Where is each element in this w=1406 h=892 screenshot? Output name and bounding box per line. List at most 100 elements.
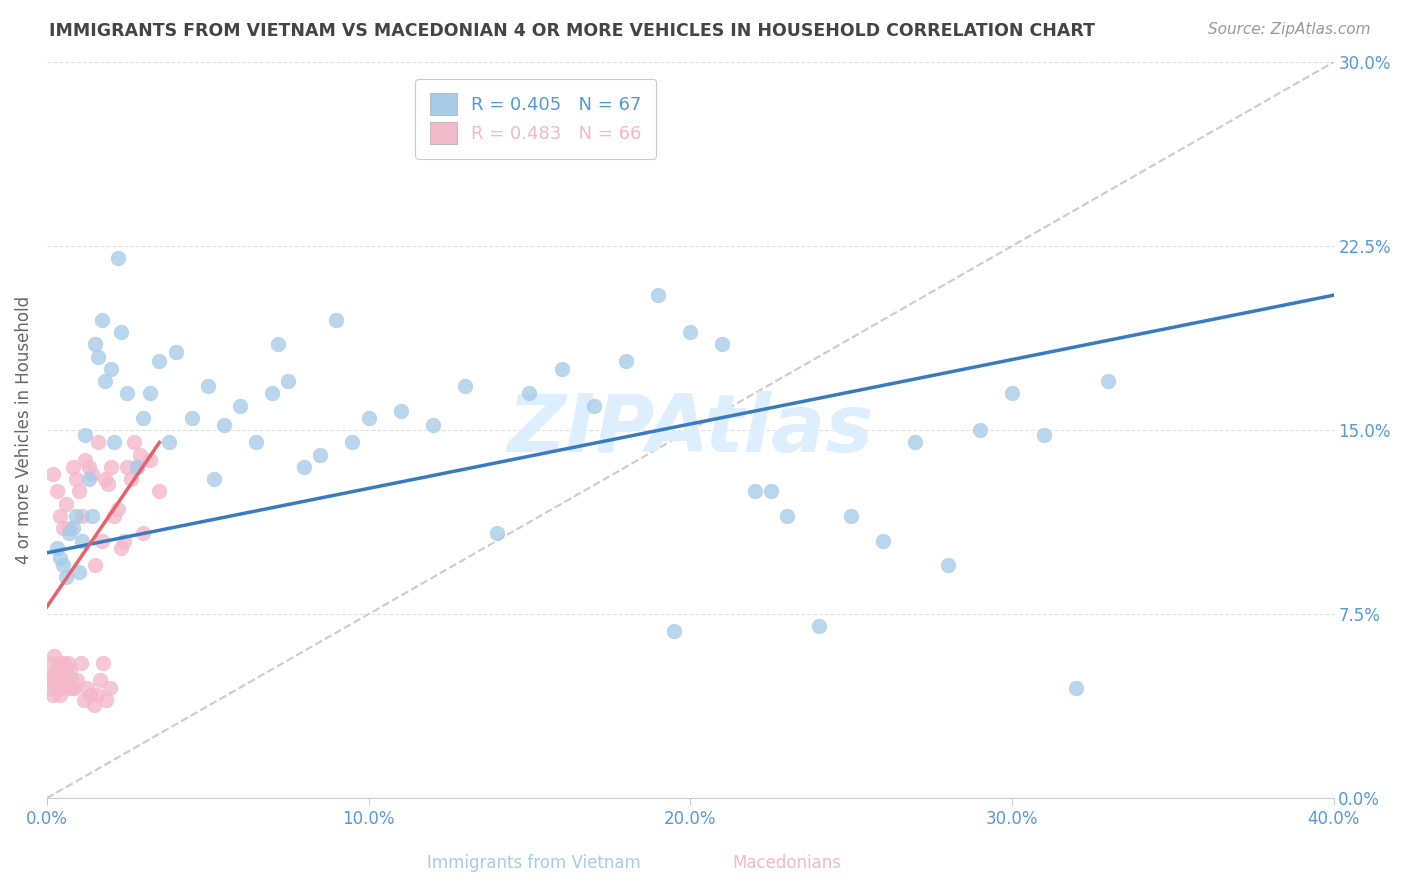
Point: [45, 484, 67, 499]
Point: [49, 550, 72, 565]
Point: [51, 681, 73, 695]
Point: [132, 526, 155, 541]
Point: [103, 435, 125, 450]
Point: [44, 668, 66, 682]
Point: [94, 472, 117, 486]
Point: [132, 410, 155, 425]
Point: [148, 354, 170, 368]
Point: [46, 664, 69, 678]
Point: [94, 374, 117, 388]
Point: [872, 533, 894, 548]
Point: [79, 688, 101, 702]
Point: [45, 541, 67, 555]
Point: [42, 467, 65, 482]
Point: [77, 472, 100, 486]
Point: [267, 337, 290, 351]
Point: [148, 484, 170, 499]
Point: [55, 570, 77, 584]
Point: [90, 533, 112, 548]
Point: [67, 484, 90, 499]
Point: [550, 361, 572, 376]
Point: [904, 435, 927, 450]
Point: [69, 657, 91, 671]
Point: [110, 541, 132, 555]
Point: [117, 459, 139, 474]
Point: [139, 386, 162, 401]
Point: [72, 508, 94, 523]
Legend: R = 0.405   N = 67, R = 0.483   N = 66: R = 0.405 N = 67, R = 0.483 N = 66: [415, 78, 657, 159]
Point: [65, 508, 87, 523]
Point: [55, 497, 77, 511]
Point: [58, 521, 80, 535]
Point: [1097, 374, 1119, 388]
Point: [98, 681, 121, 695]
Point: [662, 624, 685, 639]
Point: [87, 435, 110, 450]
Text: Source: ZipAtlas.com: Source: ZipAtlas.com: [1208, 22, 1371, 37]
Point: [614, 354, 637, 368]
Point: [125, 459, 148, 474]
Point: [77, 459, 100, 474]
Point: [165, 344, 187, 359]
Point: [117, 386, 139, 401]
Point: [180, 410, 202, 425]
Point: [519, 386, 541, 401]
Point: [112, 533, 135, 548]
Point: [97, 477, 120, 491]
Point: [89, 673, 111, 688]
Point: [91, 657, 114, 671]
Point: [309, 448, 332, 462]
Point: [245, 435, 267, 450]
Point: [67, 566, 90, 580]
Point: [212, 418, 235, 433]
Point: [80, 508, 103, 523]
Point: [56, 668, 79, 682]
Point: [45, 681, 67, 695]
Point: [60, 681, 83, 695]
Point: [454, 379, 477, 393]
Point: [122, 435, 145, 450]
Point: [202, 472, 225, 486]
Point: [277, 374, 299, 388]
Point: [39, 668, 62, 682]
Point: [157, 435, 180, 450]
Point: [139, 452, 162, 467]
Point: [197, 379, 219, 393]
Point: [1001, 386, 1024, 401]
Point: [63, 681, 86, 695]
Point: [679, 325, 702, 339]
Text: IMMIGRANTS FROM VIETNAM VS MACEDONIAN 4 OR MORE VEHICLES IN HOUSEHOLD CORRELATIO: IMMIGRANTS FROM VIETNAM VS MACEDONIAN 4 …: [49, 22, 1095, 40]
Point: [39, 673, 62, 688]
Text: Immigrants from Vietnam: Immigrants from Vietnam: [427, 855, 641, 872]
Point: [357, 410, 380, 425]
Point: [58, 681, 80, 695]
Point: [51, 668, 73, 682]
Point: [125, 459, 148, 474]
Point: [100, 459, 122, 474]
Point: [120, 472, 142, 486]
Point: [65, 472, 87, 486]
Point: [129, 448, 152, 462]
Point: [72, 533, 94, 548]
Point: [75, 428, 97, 442]
Point: [56, 657, 79, 671]
Point: [84, 337, 107, 351]
Point: [260, 386, 283, 401]
Point: [52, 521, 75, 535]
Point: [744, 484, 766, 499]
Point: [292, 459, 315, 474]
Point: [38, 681, 60, 695]
Point: [55, 673, 77, 688]
Point: [342, 435, 364, 450]
Point: [107, 252, 129, 266]
Point: [62, 459, 84, 474]
Point: [100, 361, 122, 376]
Point: [83, 698, 105, 712]
Point: [776, 508, 799, 523]
Point: [75, 452, 97, 467]
Point: [807, 619, 830, 633]
Point: [486, 526, 509, 541]
Point: [41, 688, 63, 702]
Point: [73, 693, 96, 707]
Point: [80, 467, 103, 482]
